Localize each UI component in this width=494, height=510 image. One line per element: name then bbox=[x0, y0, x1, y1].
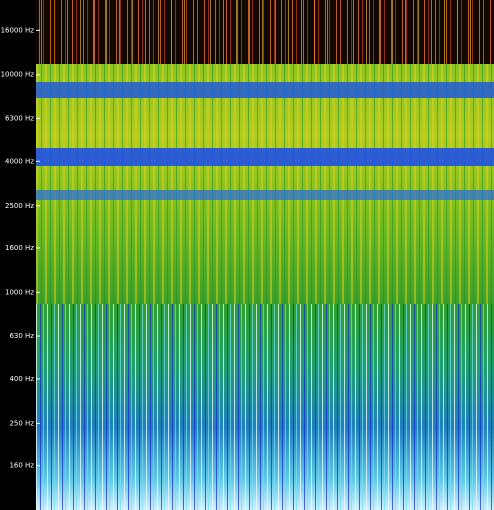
y-tick-label: 6300 Hz bbox=[5, 114, 34, 122]
high-band bbox=[36, 0, 494, 64]
y-tick-label: 160 Hz bbox=[9, 462, 34, 470]
y-tick-label: 250 Hz bbox=[9, 419, 34, 427]
y-tick-label: 10000 Hz bbox=[1, 71, 35, 79]
y-tick-label: 1600 Hz bbox=[5, 244, 34, 252]
mid-band bbox=[36, 64, 494, 304]
y-tick-label: 4000 Hz bbox=[5, 157, 34, 165]
y-tick-label: 400 Hz bbox=[9, 375, 34, 383]
y-tick-label: 630 Hz bbox=[9, 332, 34, 340]
y-tick-label: 16000 Hz bbox=[1, 26, 35, 34]
low-band bbox=[36, 304, 494, 510]
y-tick-label: 2500 Hz bbox=[5, 202, 34, 210]
y-tick-label: 1000 Hz bbox=[5, 288, 34, 296]
